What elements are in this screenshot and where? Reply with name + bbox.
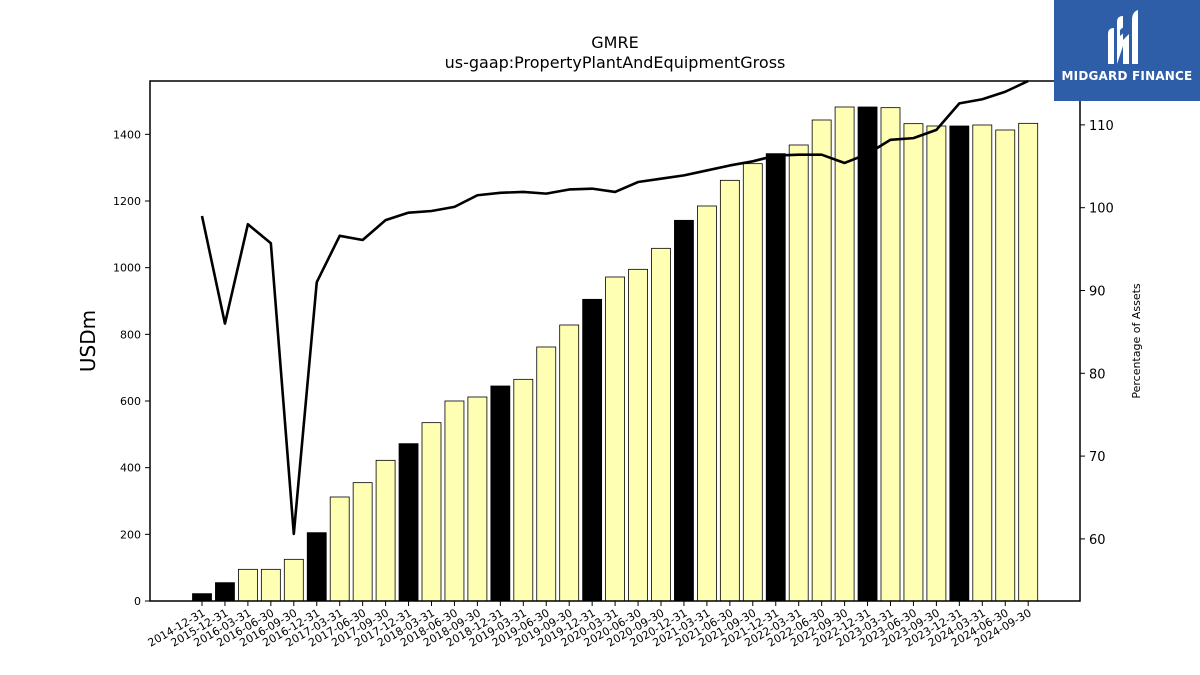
bar-2019-12-31 (582, 298, 603, 602)
y2-tick-label: 110 (1089, 119, 1114, 134)
bar-2020-12-31 (674, 219, 694, 602)
y-tick-label: 1400 (113, 128, 141, 141)
bar-2024-09-30 (1018, 122, 1039, 602)
y-tick-label: 1200 (113, 195, 141, 208)
bar-2019-06-30 (536, 346, 557, 602)
bar-2022-06-30 (811, 119, 832, 602)
bar-2022-09-30 (834, 106, 855, 602)
y-tick-label: 0 (134, 595, 141, 608)
bar-series (192, 106, 1039, 602)
bar-2023-09-30 (926, 125, 947, 602)
y2-tick-label: 90 (1089, 284, 1106, 299)
y2-tick-label: 80 (1089, 367, 1106, 382)
bar-2018-06-30 (444, 400, 465, 602)
bar-2023-12-31 (949, 125, 970, 602)
bar-2016-03-31 (237, 568, 258, 602)
bar-2020-06-30 (628, 268, 648, 602)
y-tick-label: 800 (120, 328, 141, 341)
bar-2021-09-30 (742, 163, 763, 602)
y2-tick-label: 70 (1089, 450, 1106, 465)
y-tick-label: 600 (120, 395, 141, 408)
bar-2014-12-31 (192, 593, 212, 602)
bar-2018-12-31 (490, 385, 511, 602)
bar-2021-03-31 (697, 205, 717, 602)
bar-2019-09-30 (559, 324, 580, 602)
midgard-logo-icon (1108, 10, 1138, 64)
y2-axis-label: Percentage of Assets (1130, 283, 1143, 399)
bar-2024-06-30 (995, 129, 1016, 602)
bar-2016-09-30 (283, 558, 304, 602)
bar-2017-09-30 (375, 459, 396, 602)
bar-2022-03-31 (788, 144, 809, 602)
bar-2016-12-31 (306, 532, 327, 602)
bar-2020-09-30 (651, 247, 671, 602)
left-y-axis: 0 200 400 600 800 1000 1200 1400 (113, 128, 150, 608)
bar-2015-12-31 (215, 582, 235, 602)
y2-tick-label: 100 (1089, 202, 1114, 217)
bar-2022-12-31 (857, 106, 878, 602)
logo-text: MIDGARD FINANCE (1061, 69, 1193, 83)
y-axis-label: USDm (76, 310, 100, 372)
chart-title: GMRE (591, 33, 638, 52)
right-y-axis: 60 70 80 90 100 110 (1080, 119, 1114, 548)
y-tick-label: 1000 (113, 262, 141, 275)
bar-2017-03-31 (329, 496, 350, 602)
bar-2021-12-31 (765, 153, 786, 602)
bar-2021-06-30 (719, 179, 740, 602)
logo: MIDGARD FINANCE (1054, 0, 1200, 101)
line-series (200, 79, 1029, 536)
bar-2023-03-31 (880, 107, 901, 602)
chart-subtitle: us-gaap:PropertyPlantAndEquipmentGross (445, 53, 786, 72)
bar-2023-06-30 (903, 123, 924, 602)
bar-2017-06-30 (352, 482, 373, 602)
percentage-line (200, 79, 1029, 536)
y-tick-label: 200 (120, 528, 141, 541)
bar-2020-03-31 (605, 276, 625, 602)
y-tick-label: 400 (120, 462, 141, 475)
bar-2016-06-30 (260, 568, 281, 602)
bar-2018-09-30 (467, 396, 488, 602)
x-axis: 2014-12-312015-12-312016-03-312016-06-30… (146, 601, 1034, 650)
bar-2024-03-31 (972, 124, 993, 602)
y2-tick-label: 60 (1089, 533, 1106, 548)
bar-2019-03-31 (513, 378, 534, 602)
bar-2017-12-31 (398, 443, 419, 602)
bar-2018-03-31 (421, 422, 442, 602)
